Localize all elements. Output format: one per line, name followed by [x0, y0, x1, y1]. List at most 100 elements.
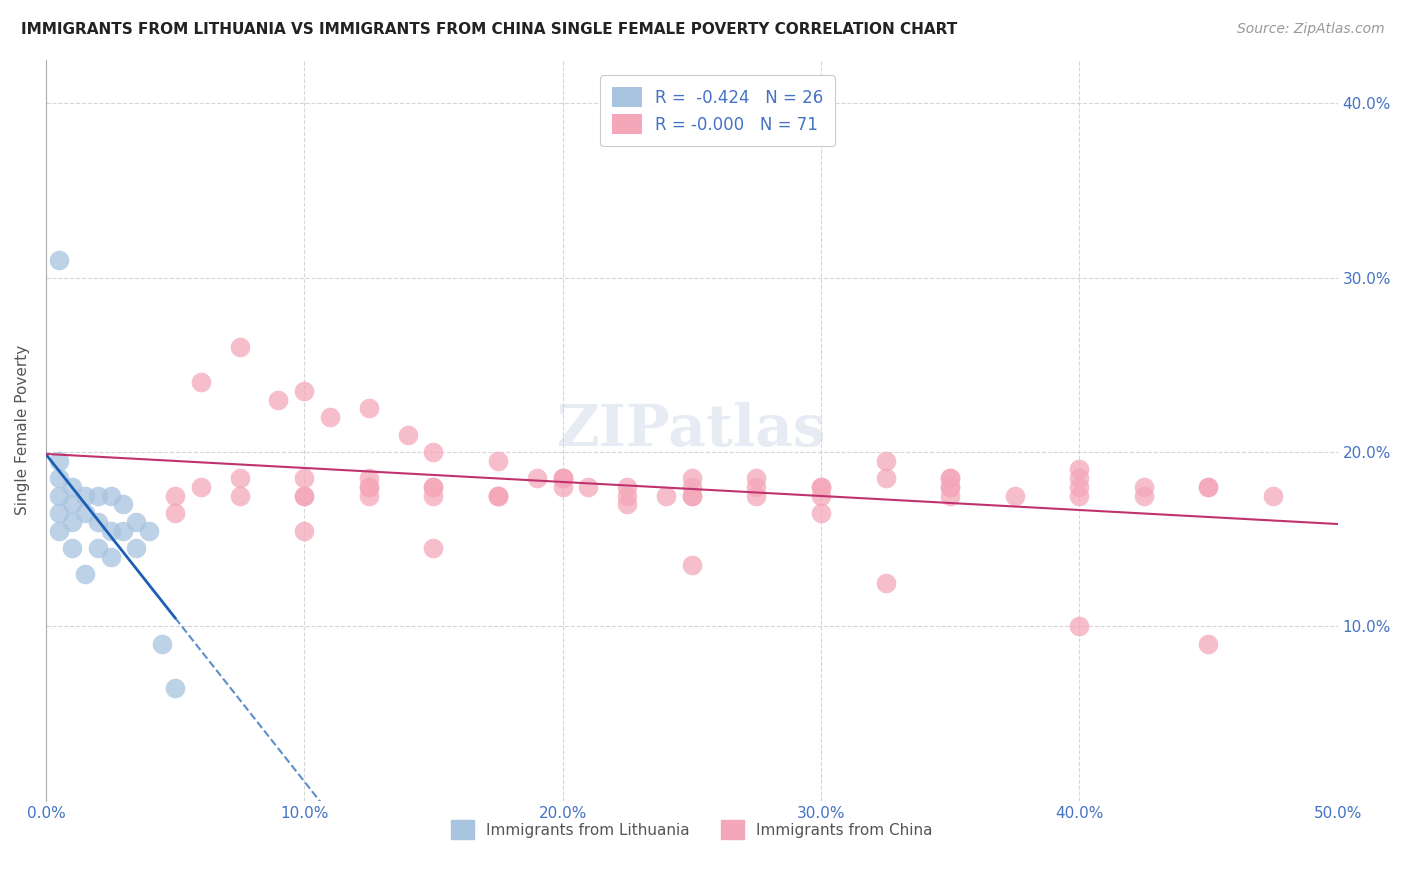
Point: [86, 515, 108, 529]
Point: [681, 471, 703, 485]
Point: [1069, 480, 1091, 494]
Point: [73, 506, 96, 520]
Point: [1069, 619, 1091, 633]
Y-axis label: Single Female Poverty: Single Female Poverty: [15, 345, 30, 516]
Point: [939, 480, 962, 494]
Point: [190, 376, 212, 390]
Point: [48, 489, 70, 503]
Text: ZIPatlas: ZIPatlas: [557, 402, 827, 458]
Point: [357, 489, 380, 503]
Point: [681, 489, 703, 503]
Point: [73, 567, 96, 582]
Text: Source: ZipAtlas.com: Source: ZipAtlas.com: [1237, 22, 1385, 37]
Point: [422, 541, 444, 555]
Point: [86, 541, 108, 555]
Point: [1069, 471, 1091, 485]
Point: [292, 524, 315, 538]
Point: [1198, 480, 1220, 494]
Point: [125, 541, 148, 555]
Point: [228, 489, 250, 503]
Point: [655, 489, 678, 503]
Point: [681, 558, 703, 573]
Point: [125, 515, 148, 529]
Point: [745, 480, 768, 494]
Point: [48, 454, 70, 468]
Point: [165, 506, 187, 520]
Point: [616, 480, 638, 494]
Point: [681, 480, 703, 494]
Point: [1261, 489, 1284, 503]
Point: [165, 681, 187, 695]
Point: [551, 471, 574, 485]
Point: [578, 480, 600, 494]
Point: [745, 489, 768, 503]
Point: [486, 454, 509, 468]
Point: [551, 471, 574, 485]
Point: [138, 524, 160, 538]
Point: [526, 471, 548, 485]
Point: [100, 489, 122, 503]
Point: [60, 497, 83, 511]
Point: [810, 480, 832, 494]
Point: [939, 480, 962, 494]
Point: [267, 392, 290, 407]
Point: [939, 489, 962, 503]
Point: [1133, 489, 1156, 503]
Point: [422, 489, 444, 503]
Point: [616, 489, 638, 503]
Point: [292, 471, 315, 485]
Point: [875, 454, 897, 468]
Point: [48, 506, 70, 520]
Point: [60, 480, 83, 494]
Point: [616, 497, 638, 511]
Point: [551, 471, 574, 485]
Point: [150, 637, 173, 651]
Point: [422, 445, 444, 459]
Point: [1069, 462, 1091, 476]
Point: [112, 524, 135, 538]
Point: [100, 549, 122, 564]
Legend: Immigrants from Lithuania, Immigrants from China: Immigrants from Lithuania, Immigrants fr…: [446, 814, 938, 845]
Point: [1133, 480, 1156, 494]
Point: [1069, 489, 1091, 503]
Point: [745, 471, 768, 485]
Point: [228, 471, 250, 485]
Point: [1004, 489, 1026, 503]
Point: [48, 524, 70, 538]
Point: [357, 480, 380, 494]
Point: [486, 489, 509, 503]
Point: [292, 489, 315, 503]
Point: [292, 489, 315, 503]
Point: [112, 497, 135, 511]
Point: [357, 401, 380, 416]
Point: [60, 541, 83, 555]
Point: [86, 489, 108, 503]
Point: [1198, 637, 1220, 651]
Text: IMMIGRANTS FROM LITHUANIA VS IMMIGRANTS FROM CHINA SINGLE FEMALE POVERTY CORRELA: IMMIGRANTS FROM LITHUANIA VS IMMIGRANTS …: [21, 22, 957, 37]
Point: [100, 524, 122, 538]
Point: [48, 253, 70, 268]
Point: [48, 471, 70, 485]
Point: [319, 410, 342, 425]
Point: [486, 489, 509, 503]
Point: [357, 480, 380, 494]
Point: [939, 471, 962, 485]
Point: [60, 515, 83, 529]
Point: [810, 489, 832, 503]
Point: [292, 384, 315, 398]
Point: [422, 480, 444, 494]
Point: [551, 480, 574, 494]
Point: [875, 471, 897, 485]
Point: [357, 471, 380, 485]
Point: [486, 489, 509, 503]
Point: [422, 480, 444, 494]
Point: [228, 340, 250, 354]
Point: [1198, 480, 1220, 494]
Point: [810, 506, 832, 520]
Point: [875, 575, 897, 590]
Point: [681, 489, 703, 503]
Point: [165, 489, 187, 503]
Point: [810, 480, 832, 494]
Point: [939, 471, 962, 485]
Point: [73, 489, 96, 503]
